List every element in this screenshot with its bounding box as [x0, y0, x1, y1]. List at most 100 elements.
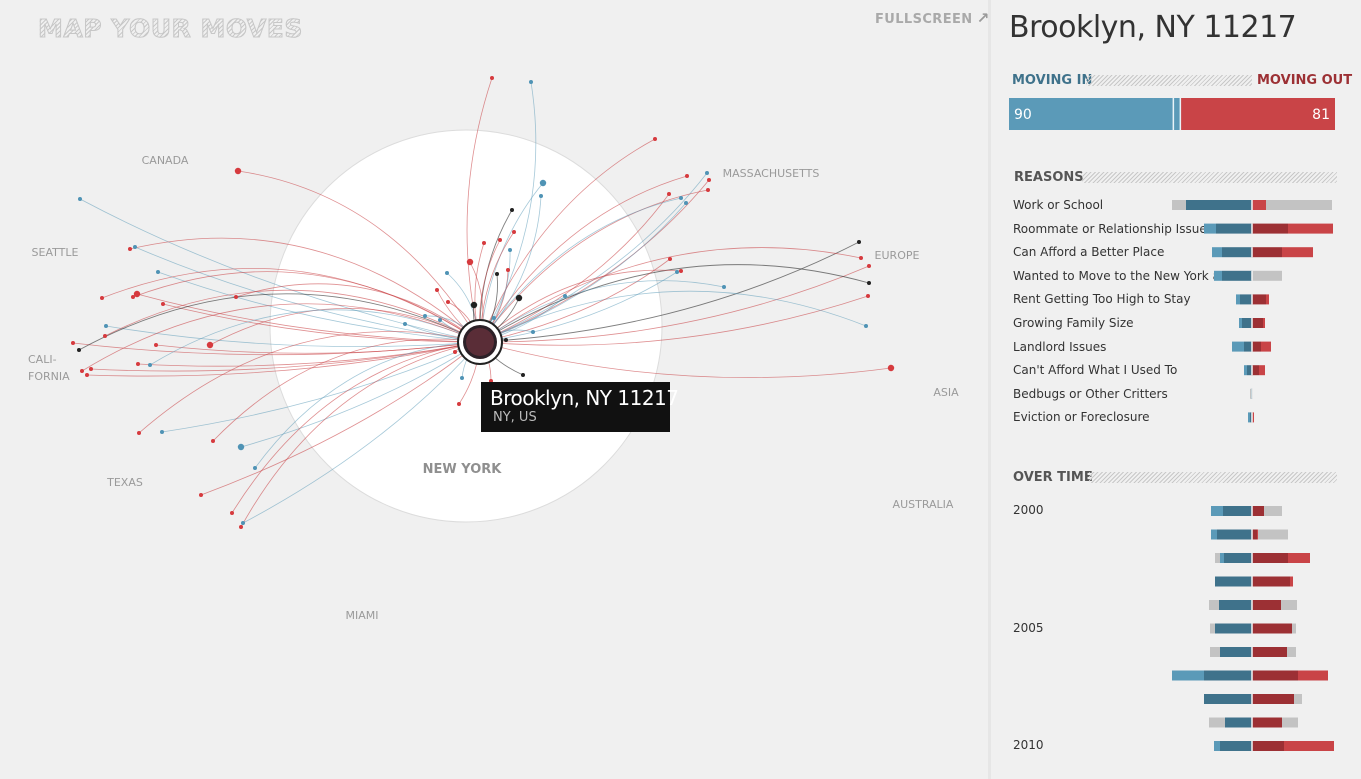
move-dot[interactable] [470, 301, 478, 309]
move-dot[interactable] [199, 493, 203, 497]
move-dot[interactable] [128, 247, 132, 251]
move-dot[interactable] [653, 137, 657, 141]
move-dot[interactable] [539, 179, 547, 187]
move-dot[interactable] [136, 362, 140, 366]
reason-bar-row[interactable] [1232, 341, 1271, 352]
move-dot[interactable] [137, 431, 141, 435]
move-dot[interactable] [706, 188, 710, 192]
move-dot[interactable] [446, 300, 450, 304]
year-bar-row[interactable] [1211, 529, 1288, 540]
move-dot[interactable] [160, 430, 164, 434]
move-dot[interactable] [515, 294, 523, 302]
year-bar-row[interactable] [1209, 717, 1298, 728]
move-dot[interactable] [104, 324, 108, 328]
move-dot[interactable] [435, 288, 439, 292]
reason-bar-row[interactable] [1214, 270, 1282, 281]
move-dot[interactable] [133, 245, 137, 249]
move-dot[interactable] [103, 334, 107, 338]
move-dot[interactable] [675, 270, 679, 274]
move-dot[interactable] [864, 324, 868, 328]
move-dot[interactable] [482, 241, 486, 245]
move-dot[interactable] [667, 192, 671, 196]
reason-bar-row[interactable] [1204, 223, 1333, 234]
map-area[interactable]: MAP YOUR MOVES FULLSCREEN ↗ CANADA MASSACH… [0, 0, 990, 779]
move-dot[interactable] [161, 302, 165, 306]
move-dot[interactable] [453, 350, 457, 354]
reason-bar-row[interactable] [1239, 318, 1265, 328]
move-dot[interactable] [133, 290, 141, 298]
move-dot[interactable] [460, 376, 464, 380]
move-dot[interactable] [539, 194, 543, 198]
move-dot[interactable] [529, 80, 533, 84]
move-dot[interactable] [707, 178, 711, 182]
move-dot[interactable] [508, 248, 512, 252]
year-bar-row[interactable] [1210, 623, 1296, 634]
move-dot[interactable] [492, 316, 496, 320]
move-dot[interactable] [131, 295, 135, 299]
move-dot[interactable] [80, 369, 84, 373]
move-dot[interactable] [867, 264, 871, 268]
move-dot[interactable] [495, 272, 499, 276]
move-dot[interactable] [498, 238, 502, 242]
move-dot[interactable] [457, 402, 461, 406]
reason-bar-row[interactable] [1172, 200, 1332, 210]
move-dot[interactable] [85, 373, 89, 377]
move-dot[interactable] [438, 318, 442, 322]
move-dot[interactable] [403, 322, 407, 326]
move-dot[interactable] [504, 338, 508, 342]
year-bar-row[interactable] [1209, 600, 1297, 610]
move-dot[interactable] [78, 197, 82, 201]
move-dot[interactable] [859, 256, 863, 260]
move-dot[interactable] [866, 294, 870, 298]
reason-bar-row[interactable] [1236, 294, 1269, 305]
move-dot[interactable] [466, 258, 474, 266]
year-bar-row[interactable] [1210, 647, 1296, 657]
in-out-bar-chart[interactable]: 90 81 [1009, 98, 1349, 138]
year-bar-row[interactable] [1211, 506, 1282, 516]
move-dot[interactable] [722, 285, 726, 289]
move-dot[interactable] [253, 466, 257, 470]
move-dot[interactable] [867, 281, 871, 285]
origin-marker[interactable] [457, 319, 503, 365]
move-dot[interactable] [234, 295, 238, 299]
move-dot[interactable] [705, 171, 709, 175]
move-dot[interactable] [512, 230, 516, 234]
move-dot[interactable] [206, 341, 214, 349]
move-dot[interactable] [89, 367, 93, 371]
move-dot[interactable] [148, 363, 152, 367]
move-dot[interactable] [679, 269, 683, 273]
move-dot[interactable] [423, 314, 427, 318]
reason-bar-row[interactable] [1244, 365, 1265, 376]
move-dot[interactable] [237, 443, 245, 451]
year-bar-row[interactable] [1172, 670, 1328, 681]
move-dot[interactable] [490, 76, 494, 80]
move-dot[interactable] [679, 196, 683, 200]
move-dot[interactable] [685, 174, 689, 178]
fullscreen-button[interactable]: FULLSCREEN ↗ [875, 9, 990, 27]
year-bar-row[interactable] [1204, 694, 1302, 704]
move-dot[interactable] [857, 240, 861, 244]
move-dot[interactable] [211, 439, 215, 443]
move-dot[interactable] [445, 271, 449, 275]
year-bar-row[interactable] [1215, 576, 1293, 587]
move-dot[interactable] [239, 525, 243, 529]
moving-in-bar[interactable] [1009, 98, 1181, 130]
over-time-bars[interactable] [991, 500, 1361, 760]
move-dot[interactable] [156, 270, 160, 274]
move-dot[interactable] [563, 294, 567, 298]
move-dot[interactable] [887, 364, 895, 372]
moving-out-bar[interactable] [1180, 98, 1335, 130]
move-dot[interactable] [230, 511, 234, 515]
move-dot[interactable] [510, 208, 514, 212]
move-dot[interactable] [154, 343, 158, 347]
reason-bar-row[interactable] [1212, 247, 1313, 258]
reasons-bars[interactable] [991, 195, 1361, 435]
year-bar-row[interactable] [1215, 553, 1310, 563]
move-dot[interactable] [241, 521, 245, 525]
move-dot[interactable] [71, 341, 75, 345]
move-dot[interactable] [668, 257, 672, 261]
move-dot[interactable] [684, 201, 688, 205]
move-dot[interactable] [521, 373, 525, 377]
reason-bar-row[interactable] [1248, 412, 1254, 423]
move-dot[interactable] [77, 348, 81, 352]
